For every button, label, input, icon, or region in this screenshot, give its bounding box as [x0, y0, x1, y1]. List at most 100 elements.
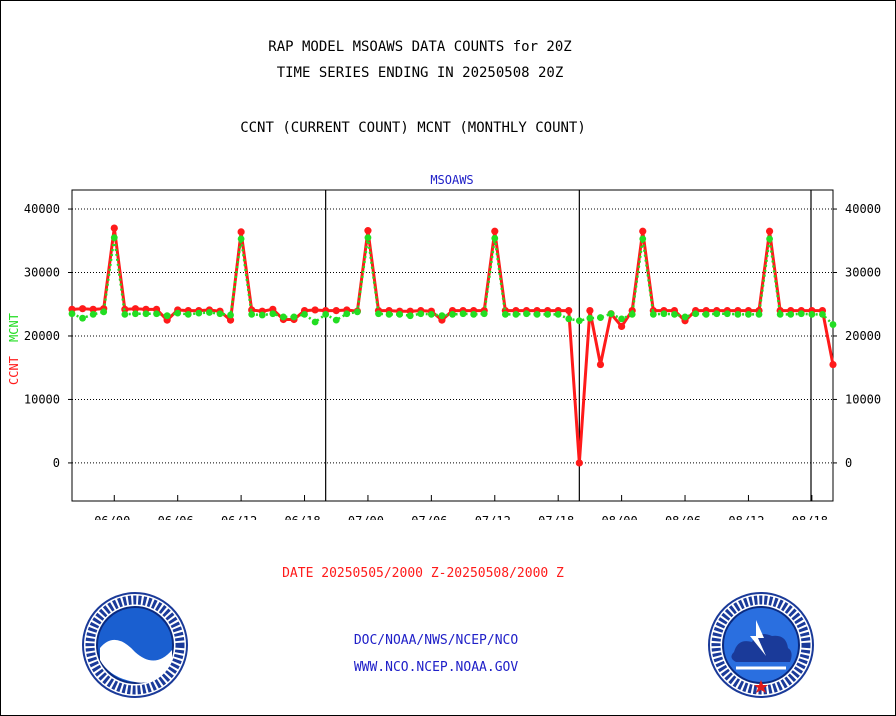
data-point-ccnt — [311, 306, 319, 314]
data-point-mcnt — [89, 311, 97, 318]
y-axis-label-mcnt: MCNT — [7, 313, 21, 342]
data-point-mcnt — [628, 311, 636, 318]
y-tick-label-right: 20000 — [845, 329, 881, 343]
time-series-chart: 0 0 10000 10000 20000 20000 30000 30000 40000 400… — [7, 173, 881, 520]
data-point-mcnt — [449, 311, 456, 318]
y-axis-ticks: 0 0 10000 10000 20000 20000 30000 30000 40000 400… — [24, 202, 881, 470]
data-point-mcnt — [375, 310, 382, 318]
data-point-mcnt — [808, 311, 816, 318]
data-point-mcnt — [829, 321, 837, 328]
date-range-label: DATE 20250505/2000 Z-20250508/2000 Z — [282, 566, 564, 581]
chart-subtitle: CCNT (CURRENT COUNT) MCNT (MONTHLY COUNT… — [240, 120, 586, 136]
data-point-mcnt — [544, 311, 552, 318]
series-line-ccnt — [71, 226, 835, 465]
data-point-mcnt — [258, 311, 266, 319]
data-point-mcnt — [501, 311, 509, 318]
data-point-mcnt — [723, 310, 731, 318]
x-tick-label: 07/06 — [411, 514, 447, 520]
data-point-mcnt — [755, 311, 763, 318]
data-point-ccnt — [89, 305, 97, 313]
data-point-mcnt — [68, 310, 76, 318]
data-point-mcnt — [681, 313, 689, 321]
data-point-mcnt — [79, 314, 86, 322]
data-point-ccnt — [565, 306, 573, 315]
data-point-mcnt — [459, 310, 467, 318]
data-point-mcnt — [766, 235, 773, 243]
plot-frame — [71, 189, 834, 502]
data-point-mcnt — [353, 308, 361, 316]
x-tick-label: 08/12 — [728, 514, 764, 520]
y-tick-label-left: 0 — [53, 456, 60, 470]
y-tick-label-right: 40000 — [845, 202, 881, 216]
website-link[interactable]: WWW.NCO.NCEP.NOAA.GOV — [353, 660, 519, 675]
data-point-mcnt — [343, 310, 351, 318]
y-tick-label-right: 30000 — [845, 266, 881, 280]
data-point-mcnt — [554, 311, 562, 318]
data-point-mcnt — [438, 312, 446, 320]
data-point-ccnt — [131, 305, 140, 313]
data-point-ccnt — [78, 305, 87, 313]
x-tick-label: 06/00 — [94, 514, 130, 520]
x-tick-label: 08/06 — [665, 514, 701, 520]
y-tick-label-right: 10000 — [845, 392, 881, 406]
data-point-mcnt — [248, 311, 256, 318]
data-point-mcnt — [533, 311, 541, 318]
data-point-mcnt — [332, 316, 340, 324]
data-point-mcnt — [586, 314, 594, 322]
x-tick-label: 06/12 — [221, 514, 257, 520]
data-point-mcnt — [322, 311, 330, 318]
x-axis-ticks: 06/00 06/06 06/12 06/18 07/00 07/06 07/12 07/18… — [94, 495, 828, 520]
data-point-ccnt — [586, 306, 594, 315]
x-tick-label: 07/00 — [348, 514, 384, 520]
data-point-ccnt — [226, 316, 235, 324]
data-point-mcnt — [216, 310, 224, 318]
data-point-mcnt — [491, 234, 499, 242]
data-series — [68, 224, 837, 467]
data-point-mcnt — [819, 311, 826, 318]
data-point-mcnt — [184, 311, 192, 318]
data-point-ccnt — [491, 227, 499, 235]
data-point-ccnt — [639, 227, 647, 235]
y-tick-label-left: 10000 — [24, 392, 60, 406]
data-point-mcnt — [607, 310, 615, 318]
data-point-mcnt — [470, 311, 478, 318]
data-point-mcnt — [734, 311, 742, 318]
data-point-ccnt — [618, 322, 626, 331]
x-tick-label: 07/18 — [538, 514, 574, 520]
data-point-ccnt — [364, 227, 372, 235]
data-point-mcnt — [745, 311, 752, 318]
data-point-mcnt — [364, 234, 372, 242]
y-axis-label-ccnt: CCNT — [7, 356, 21, 385]
data-point-mcnt — [269, 310, 277, 318]
data-point-mcnt — [121, 311, 129, 318]
data-point-ccnt — [110, 224, 118, 232]
x-tick-label: 06/18 — [284, 514, 320, 520]
y-tick-label-left: 20000 — [24, 329, 60, 343]
data-point-mcnt — [110, 234, 118, 242]
data-point-mcnt — [618, 315, 626, 323]
data-point-mcnt — [279, 313, 287, 321]
panel-title: MSOAWS — [430, 173, 473, 187]
data-point-mcnt — [406, 312, 414, 320]
gridlines — [72, 208, 833, 464]
data-point-mcnt — [290, 313, 298, 321]
data-point-mcnt — [597, 314, 604, 321]
data-point-mcnt — [311, 318, 319, 326]
data-point-mcnt — [153, 310, 160, 318]
day-separators — [325, 190, 812, 501]
chart-title-line-2: TIME SERIES ENDING IN 20250508 20Z — [276, 65, 564, 81]
data-point-mcnt — [787, 311, 795, 318]
data-point-mcnt — [660, 310, 668, 318]
data-point-mcnt — [396, 311, 404, 318]
data-point-mcnt — [163, 312, 171, 320]
y-tick-label-left: 30000 — [24, 266, 60, 280]
data-point-mcnt — [237, 235, 245, 243]
chart-title-line-1: RAP MODEL MSOAWS DATA COUNTS for 20Z — [268, 39, 572, 55]
data-point-mcnt — [132, 310, 139, 318]
data-point-mcnt — [385, 311, 393, 318]
data-point-ccnt — [575, 459, 583, 467]
data-point-mcnt — [427, 311, 435, 318]
data-point-mcnt — [639, 235, 647, 243]
x-tick-label: 07/12 — [475, 514, 511, 520]
data-point-ccnt — [829, 360, 837, 369]
